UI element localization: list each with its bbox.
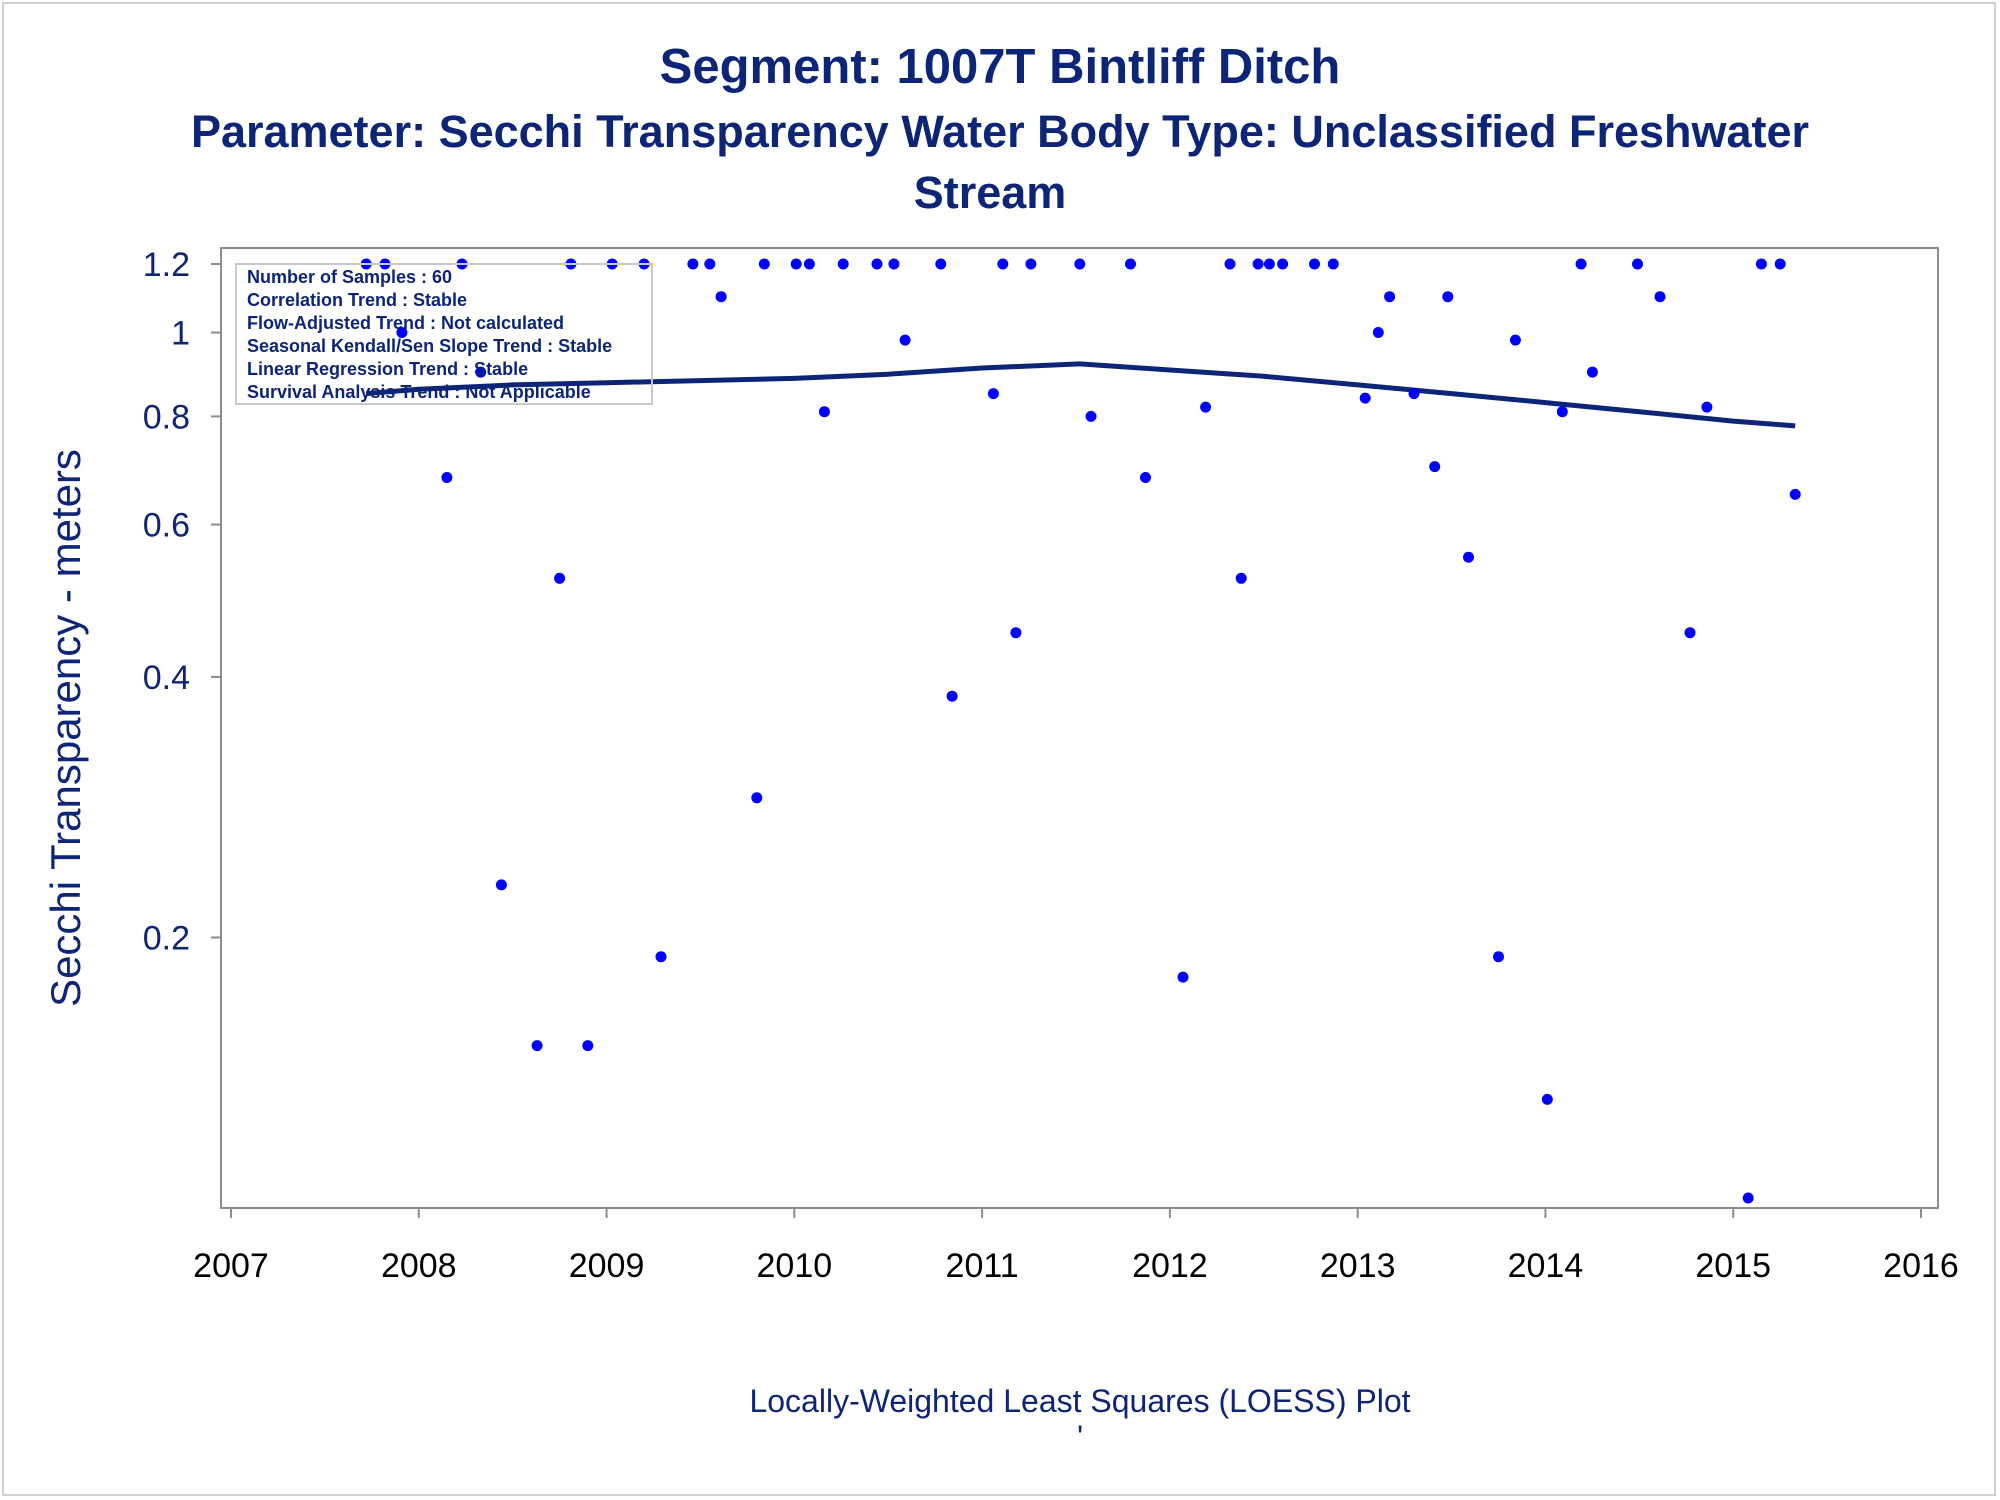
loess-layer [365,361,1796,429]
y-tick-label: 0.4 [143,659,190,697]
data-point [1654,291,1666,303]
data-point [1586,366,1598,378]
data-point [1384,291,1396,303]
data-point [1509,334,1521,346]
inset-line-seasonal-kendall: Seasonal Kendall/Sen Slope Trend : Stabl… [247,336,612,356]
x-tick-label: 2008 [381,1247,457,1285]
data-point [946,690,958,702]
x-tick-label: 2010 [757,1247,833,1285]
data-point [1701,401,1713,413]
trend-summary-frame [235,263,653,405]
data-point [1277,258,1289,270]
data-point [1224,258,1236,270]
data-point [475,366,487,378]
data-point [1252,258,1264,270]
trend-summary-box: Number of Samples : 60 Correlation Trend… [235,263,653,405]
data-point [1235,572,1247,584]
data-point [758,258,770,270]
loess-curve [365,361,1796,429]
chart-footnote-mark: ' [1077,1419,1083,1455]
y-axis: 1.2 1 0.8 0.6 0.4 0.2 [143,246,221,957]
data-point [582,1040,594,1052]
y-tick-label: 0.2 [143,919,190,957]
data-point [1463,551,1474,563]
data-point [1575,258,1587,270]
data-point [655,951,667,963]
data-point [1309,258,1320,270]
data-point [715,291,727,303]
x-tick-label: 2014 [1508,1247,1584,1285]
inset-line-linear-regression: Linear Regression Trend : Stable [247,359,528,379]
chart-subtitle-line-1: Parameter: Secchi Transparency Water Bod… [191,106,1809,157]
x-tick-label: 2011 [946,1247,1019,1285]
data-point [1177,971,1189,983]
data-point [790,258,802,270]
x-tick-label: 2012 [1132,1247,1208,1285]
inset-line-correlation: Correlation Trend : Stable [247,290,467,310]
x-tick-label: 2015 [1695,1247,1771,1285]
data-point [818,406,830,418]
data-point [687,258,699,270]
x-tick-label: 2016 [1883,1247,1959,1285]
data-point [1632,258,1643,270]
data-point [1263,258,1275,270]
data-point [1025,258,1037,270]
data-point [888,258,900,270]
x-tick-label: 2007 [193,1247,269,1285]
data-point [1742,1192,1754,1204]
data-point [1010,627,1022,639]
data-point [1755,258,1767,270]
plot-area [220,247,1939,1209]
inset-line-samples: Number of Samples : 60 [247,267,452,287]
data-point [837,258,849,270]
x-tick-label: 2013 [1320,1247,1396,1285]
data-point [1408,388,1420,400]
data-point [1493,951,1504,963]
chart-footnote: Locally-Weighted Least Squares (LOESS) P… [749,1383,1410,1419]
y-tick-label: 0.6 [143,507,190,545]
chart-subtitle-line-2: Stream [914,167,1067,218]
data-point [1125,258,1136,270]
data-point [396,327,408,338]
data-point [704,258,716,270]
data-point [1556,406,1568,418]
data-point [1372,327,1384,338]
x-tick-label: 2009 [569,1247,645,1285]
data-point [1774,258,1786,270]
data-point [1442,291,1454,303]
data-point [987,388,999,400]
data-point [1074,258,1086,270]
inset-line-survival: Survival Analysis Trend : Not Applicable [247,382,591,402]
data-point [1684,627,1696,639]
x-axis: 2007 2008 2009 2010 2011 2012 2013 2014 2015 2016 [193,1208,1959,1285]
data-point [441,472,453,483]
y-tick-label: 1.2 [143,246,190,284]
data-point [495,879,507,891]
data-point [1789,488,1801,500]
points-layer [360,258,1801,1204]
data-point [997,258,1009,270]
y-tick-label: 1 [171,315,190,353]
data-point [1200,401,1212,413]
data-point [751,792,763,804]
data-point [1541,1093,1553,1105]
data-point [899,334,911,346]
data-point [1429,461,1441,473]
chart-title: Segment: 1007T Bintliff Ditch [660,40,1341,94]
data-point [531,1040,543,1052]
inset-line-flow-adjusted: Flow-Adjusted Trend : Not calculated [247,313,564,333]
data-point [554,572,566,584]
data-point [871,258,883,270]
y-axis-label: Secchi Transparency - meters [42,449,89,1007]
data-point [935,258,947,270]
data-point [1327,258,1339,270]
data-point [1085,410,1097,422]
data-point [803,258,815,270]
data-point [1140,472,1151,483]
data-point [1359,392,1371,404]
y-tick-label: 0.8 [143,398,190,436]
